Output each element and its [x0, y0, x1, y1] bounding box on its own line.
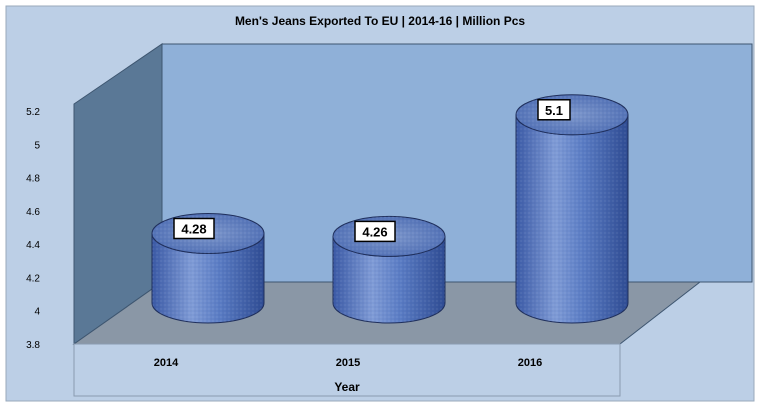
x-tick-label: 2016	[518, 357, 542, 369]
x-tick-label: 2015	[336, 357, 360, 369]
data-label-box	[537, 99, 571, 121]
y-tick-label: 4.2	[26, 273, 40, 284]
front-base	[73, 343, 621, 397]
y-tick-label: 4.4	[26, 240, 40, 251]
bar-2016	[515, 94, 629, 324]
x-tick-label: 2014	[154, 357, 179, 369]
y-tick-label: 5	[34, 140, 40, 151]
y-tick-label: 3.8	[26, 340, 40, 351]
y-tick-label: 4.8	[26, 174, 40, 185]
cylinder-texture	[152, 233, 264, 323]
y-tick-label: 5.2	[26, 107, 40, 118]
y-tick-label: 4	[34, 307, 40, 318]
cylinder-texture	[333, 236, 445, 323]
data-label: 4.26	[362, 224, 387, 239]
data-labels: 4.28 4.26 5.1	[173, 99, 571, 243]
data-label: 5.1	[545, 103, 563, 118]
x-axis-ticks: 2014 2015 2016	[154, 357, 542, 369]
chart-title: Men's Jeans Exported To EU | 2014-16 | M…	[235, 14, 525, 28]
cylinder-texture	[516, 114, 628, 323]
y-axis-ticks: 3.8 4 4.2 4.4 4.6 4.8 5 5.2	[26, 107, 40, 351]
x-axis-title: Year	[334, 380, 360, 394]
chart-frame: Men's Jeans Exported To EU | 2014-16 | M…	[5, 5, 755, 402]
data-label: 4.28	[181, 221, 206, 236]
y-tick-label: 4.6	[26, 207, 40, 218]
data-label-box	[173, 217, 215, 240]
data-label-box	[354, 220, 396, 243]
chart-svg: Men's Jeans Exported To EU | 2014-16 | M…	[5, 5, 755, 402]
cylinder-top-texture	[516, 94, 628, 135]
